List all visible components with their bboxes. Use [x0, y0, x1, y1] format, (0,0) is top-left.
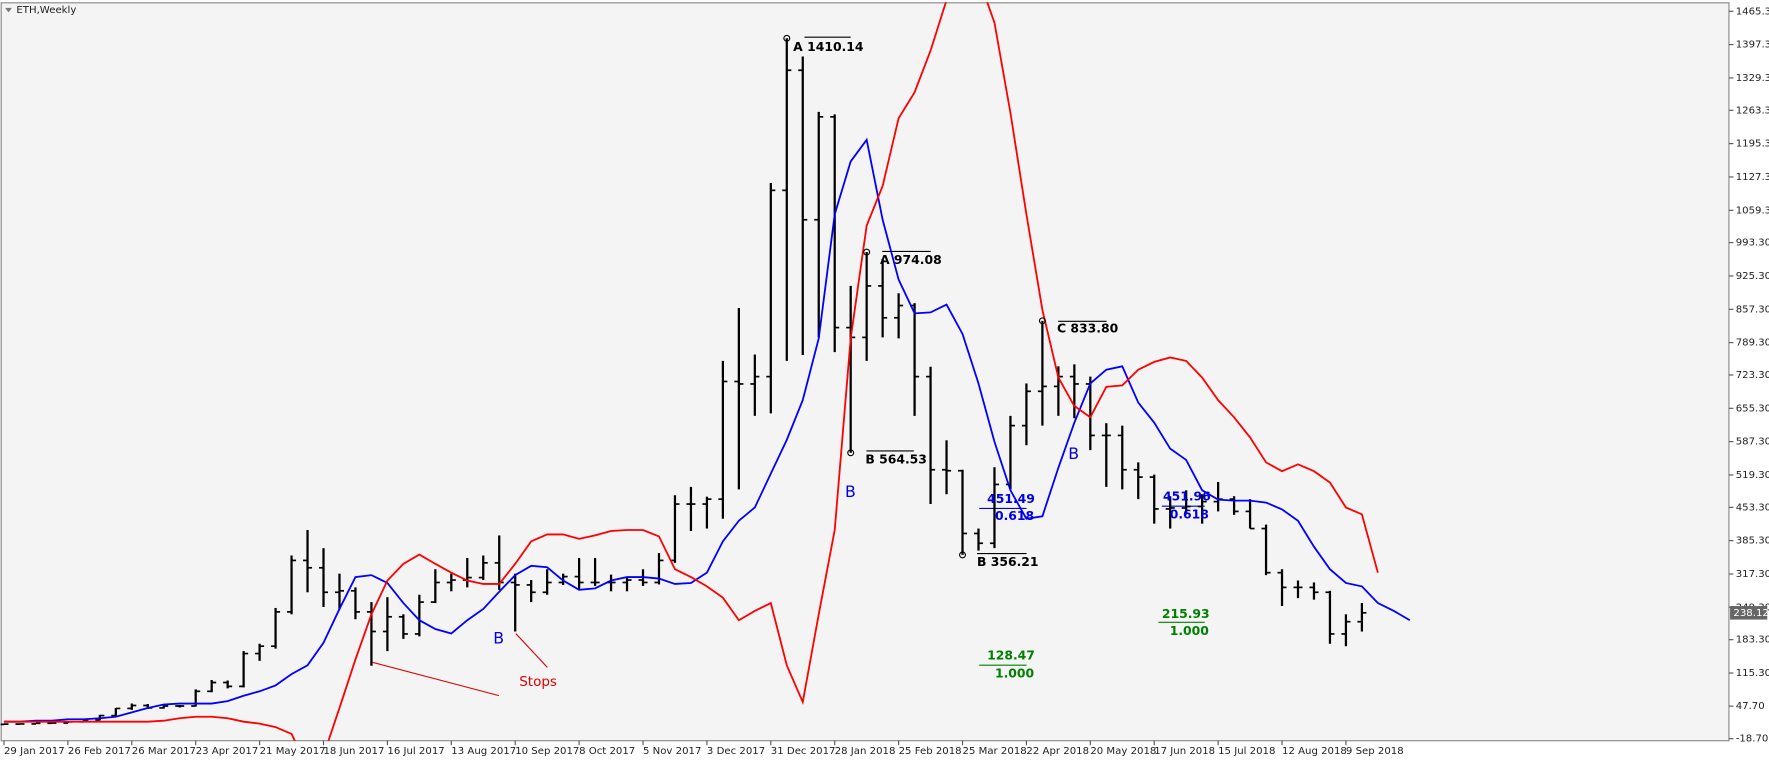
- indicator-line: [3, 2, 1379, 741]
- x-tick-label: 15 Jul 2018: [1218, 746, 1275, 757]
- y-tick-label: 47.70: [1736, 701, 1765, 712]
- annotation: Stops: [519, 674, 557, 690]
- y-tick-label: 789.30: [1736, 338, 1769, 349]
- pivot-marker: [863, 248, 871, 256]
- x-tick-label: 9 Sep 2018: [1346, 746, 1404, 757]
- x-tick-label: 3 Dec 2017: [707, 746, 765, 757]
- y-tick-label: 1397.30: [1736, 40, 1769, 51]
- annotation: 1.000: [1170, 623, 1210, 638]
- annotation: 215.93: [1162, 606, 1210, 621]
- x-tick-label: 22 Apr 2018: [1026, 746, 1089, 757]
- y-tick-label: 1263.30: [1736, 105, 1769, 116]
- annotation: 451.96: [1163, 489, 1211, 504]
- annotation: B 564.53: [865, 451, 927, 466]
- annotation: 128.47: [987, 648, 1035, 663]
- plot-area: [0, 2, 1730, 742]
- x-tick-label: 8 Oct 2017: [579, 746, 635, 757]
- y-tick-label: 1059.30: [1736, 205, 1769, 216]
- annotation: B: [493, 629, 504, 648]
- stops-line: [370, 661, 500, 697]
- y-tick-label: 1127.30: [1736, 172, 1769, 183]
- x-tick-label: 17 Jun 2018: [1154, 746, 1215, 757]
- y-tick-label: 183.30: [1736, 635, 1769, 646]
- x-tick-label: 21 May 2017: [260, 746, 326, 757]
- y-tick-label: 453.30: [1736, 502, 1769, 513]
- y-tick-label: 925.30: [1736, 271, 1769, 282]
- y-tick-label: -18.70: [1736, 734, 1769, 745]
- x-tick-label: 31 Dec 2017: [771, 746, 836, 757]
- annotation: B 356.21: [977, 554, 1039, 569]
- y-tick-label: 1195.30: [1736, 139, 1769, 150]
- annotation: B: [845, 482, 856, 501]
- pivot-marker: [847, 449, 855, 457]
- indicator-line: [3, 137, 1411, 723]
- pivot-marker: [783, 34, 791, 42]
- y-tick-label: 655.30: [1736, 403, 1769, 414]
- x-tick-label: 16 Jul 2017: [387, 746, 444, 757]
- x-tick-label: 28 Jan 2018: [835, 746, 896, 757]
- annotation: B: [1068, 444, 1079, 463]
- annotation: 0.618: [995, 508, 1034, 523]
- y-tick-label: 587.30: [1736, 437, 1769, 448]
- x-tick-label: 26 Feb 2017: [68, 746, 131, 757]
- y-tick-label: 385.30: [1736, 536, 1769, 547]
- x-tick-label: 29 Jan 2017: [4, 746, 65, 757]
- y-tick-label: 993.30: [1736, 238, 1769, 249]
- x-tick-label: 25 Feb 2018: [899, 746, 962, 757]
- annotation: 1.000: [995, 666, 1035, 681]
- x-tick-label: 26 Mar 2017: [132, 746, 196, 757]
- collapse-icon[interactable]: [5, 7, 12, 13]
- annotation: 0.618: [1170, 507, 1209, 522]
- x-tick-label: 25 Mar 2018: [963, 746, 1027, 757]
- annotation: 451.49: [987, 491, 1035, 506]
- x-tick-label: 10 Sep 2017: [515, 746, 579, 757]
- y-tick-label: 1329.30: [1736, 73, 1769, 84]
- x-tick-label: 12 Aug 2018: [1282, 746, 1347, 757]
- stops-line: [515, 633, 548, 668]
- plot-layer: [0, 2, 1411, 741]
- annotation: A 974.08: [880, 252, 942, 267]
- y-tick-label: 115.30: [1736, 668, 1769, 679]
- y-tick-label: 1465.30: [1736, 6, 1769, 17]
- y-tick-label: 857.30: [1736, 304, 1769, 315]
- chart-title: ETH,Weekly: [16, 5, 76, 16]
- x-tick-label: 18 Jun 2017: [324, 746, 385, 757]
- last-price-box: [1730, 606, 1768, 620]
- pivot-marker: [959, 551, 967, 559]
- last-price-label: 238.12: [1733, 608, 1768, 619]
- x-tick-label: 5 Nov 2017: [643, 746, 701, 757]
- x-tick-label: 13 Aug 2017: [451, 746, 516, 757]
- x-tick-label: 20 May 2018: [1090, 746, 1156, 757]
- y-tick-label: 723.30: [1736, 370, 1769, 381]
- x-tick-label: 23 Apr 2017: [196, 746, 259, 757]
- pivot-marker: [1038, 317, 1046, 325]
- y-tick-label: 519.30: [1736, 470, 1769, 481]
- annotation: C 833.80: [1057, 321, 1119, 336]
- annotation: A 1410.14: [793, 39, 864, 54]
- y-tick-label: 317.30: [1736, 569, 1769, 580]
